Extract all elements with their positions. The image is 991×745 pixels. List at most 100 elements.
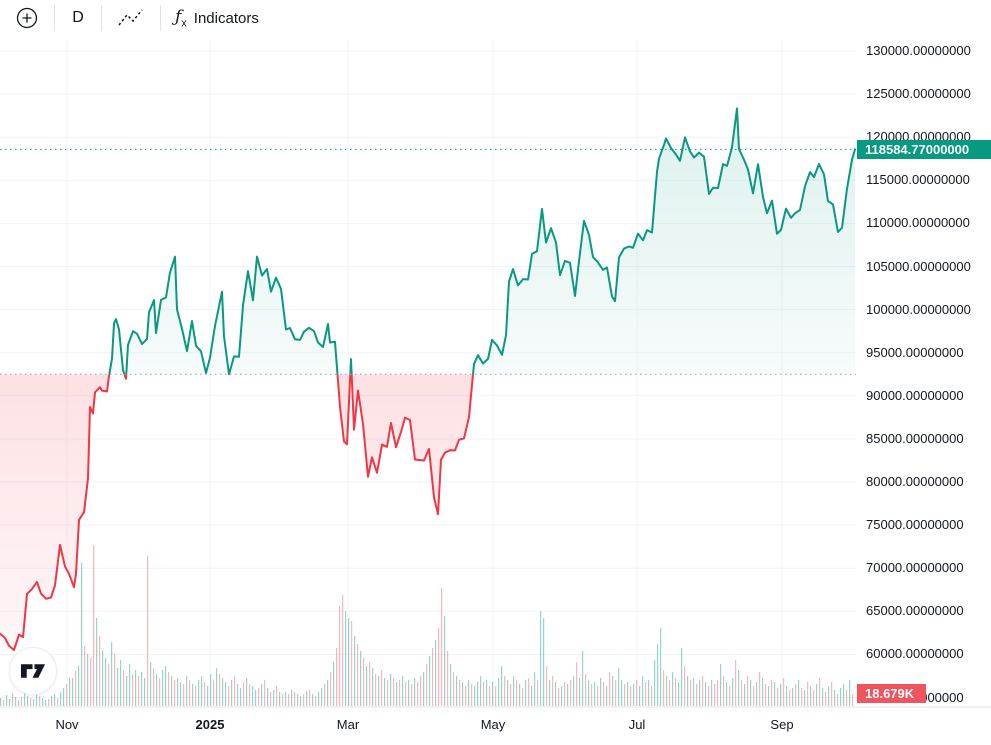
volume-bar (621, 680, 623, 706)
volume-bar (588, 680, 590, 706)
indicators-button[interactable]: ƒx Indicators (167, 3, 267, 33)
volume-bar (84, 646, 86, 706)
chart-pane[interactable] (0, 36, 856, 707)
volume-bar (18, 700, 20, 706)
volume-bar (141, 672, 143, 706)
volume-bar (660, 628, 662, 706)
volume-bar (612, 676, 614, 706)
chart-style-button[interactable] (108, 3, 154, 33)
volume-bar (147, 556, 149, 706)
volume-bar (804, 690, 806, 706)
volume-bar (789, 690, 791, 706)
time-axis[interactable]: Nov 2025 Mar May Jul Sep (0, 710, 991, 742)
volume-bar (630, 686, 632, 706)
volume-bar (192, 684, 194, 706)
volume-bar (636, 680, 638, 706)
volume-bar (558, 688, 560, 706)
volume-bar (495, 686, 497, 706)
volume-bar (402, 676, 404, 706)
volume-bar (762, 678, 764, 706)
volume-bar (396, 682, 398, 706)
volume-bar (111, 642, 113, 706)
volume-bar (513, 676, 515, 706)
volume-bar (732, 678, 734, 706)
volume-bar (201, 676, 203, 706)
toolbar-divider (160, 5, 161, 31)
volume-bar (792, 688, 794, 706)
volume-bar (468, 680, 470, 706)
volume-bar (240, 688, 242, 706)
volume-bar (738, 670, 740, 706)
volume-bar (234, 676, 236, 706)
volume-bar (228, 686, 230, 706)
volume-bar (372, 668, 374, 706)
volume-bar (651, 686, 653, 706)
volume-bar (264, 680, 266, 706)
indicators-label: Indicators (193, 9, 259, 27)
price-axis[interactable]: 130000.00000000 125000.00000000 120000.000… (857, 0, 991, 710)
volume-bar (330, 672, 332, 706)
volume-bar (429, 656, 431, 706)
volume-bar (105, 658, 107, 706)
volume-bar (321, 688, 323, 706)
volume-bar (96, 618, 98, 706)
volume-bar (180, 682, 182, 706)
volume-bar (627, 682, 629, 706)
volume-bar (306, 691, 308, 706)
price-tick-label: 80000.00000000 (866, 474, 964, 489)
volume-bar (207, 686, 209, 706)
volume-bar (258, 688, 260, 706)
area-fill-above-baseline (109, 108, 855, 375)
volume-bar (735, 660, 737, 706)
volume-bar (438, 628, 440, 706)
volume-bar (288, 694, 290, 706)
volume-bar (600, 678, 602, 706)
volume-bar (780, 684, 782, 706)
volume-bar (87, 654, 89, 706)
last-price-badge: 118584.77000000 (857, 139, 991, 159)
volume-bar (774, 682, 776, 706)
volume-bar (642, 676, 644, 706)
volume-bar (489, 686, 491, 706)
volume-bar (498, 678, 500, 706)
volume-bar (327, 680, 329, 706)
volume-bar (129, 664, 131, 706)
volume-bar (516, 680, 518, 706)
plus-circle-icon (16, 7, 38, 29)
volume-bar (699, 680, 701, 706)
volume-bar (93, 545, 95, 706)
volume-bar (357, 644, 359, 706)
volume-bar (693, 678, 695, 706)
volume-bar (615, 680, 617, 706)
volume-bar (339, 606, 341, 706)
volume-bar (261, 684, 263, 706)
volume-bar (3, 700, 5, 706)
tradingview-logo[interactable] (9, 647, 57, 695)
volume-bar (849, 680, 851, 706)
volume-bar (834, 690, 836, 706)
volume-bar (195, 686, 197, 706)
volume-bar (336, 648, 338, 706)
volume-bar (564, 682, 566, 706)
volume-bar (771, 680, 773, 706)
price-line-up (108, 107, 856, 375)
volume-bar (576, 662, 578, 706)
volume-bar (522, 688, 524, 706)
volume-bar (183, 684, 185, 706)
price-tick-label: 95000.00000000 (866, 344, 964, 360)
volume-bar (597, 686, 599, 706)
symbol-search-button[interactable] (6, 3, 48, 33)
volume-bar (462, 682, 464, 706)
chart-toolbar: D ƒx Indicators (0, 0, 991, 36)
time-tick-label: 2025 (195, 717, 225, 732)
volume-bar (168, 672, 170, 706)
line-style-icon (118, 9, 143, 26)
volume-bar (492, 682, 494, 706)
interval-button[interactable]: D (61, 3, 95, 33)
volume-bar (786, 686, 788, 706)
volume-bar (714, 684, 716, 706)
volume-bar (741, 680, 743, 706)
volume-bar (405, 682, 407, 706)
volume-bar (726, 682, 728, 706)
volume-bar (663, 670, 665, 706)
